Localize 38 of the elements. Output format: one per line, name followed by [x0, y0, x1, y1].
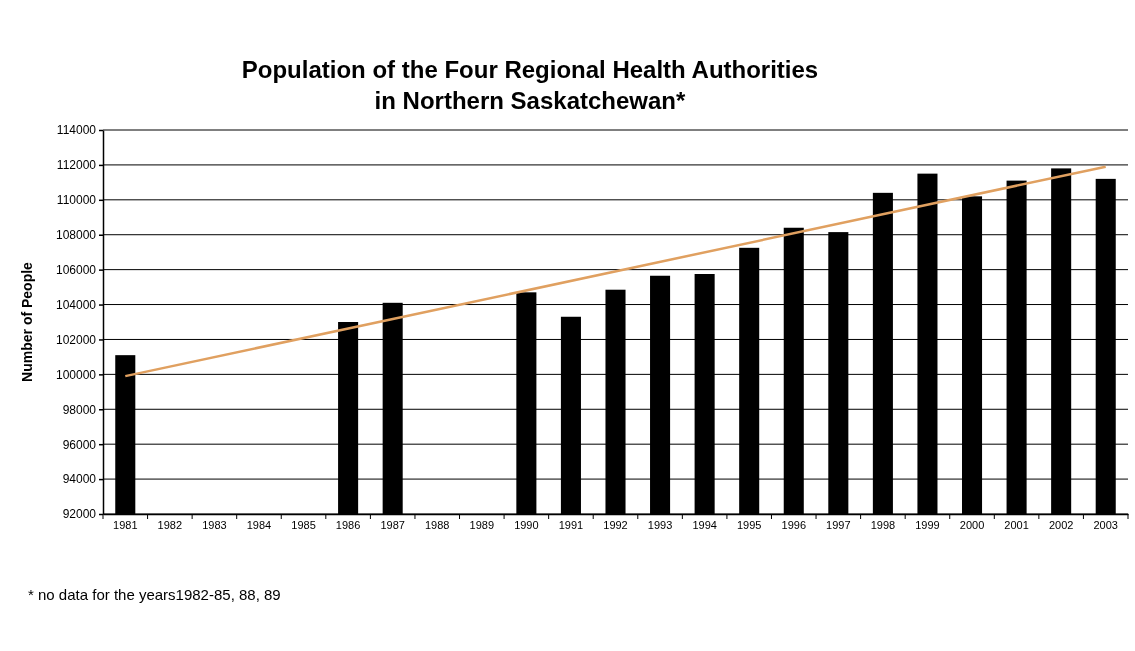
y-tick-label: 112000	[56, 158, 97, 173]
y-tick-label: 96000	[62, 437, 97, 452]
x-tick-label: 1996	[781, 519, 806, 532]
x-tick-label: 2001	[1004, 519, 1029, 532]
x-tick-label: 1988	[425, 519, 450, 532]
x-tick-label: 1987	[380, 519, 405, 532]
y-tick-label: 108000	[55, 228, 97, 243]
x-tick-label: 2003	[1093, 519, 1118, 532]
x-tick-label: 1992	[603, 519, 628, 532]
y-tick-label: 100000	[55, 367, 97, 382]
x-tick-label: 1991	[558, 519, 584, 532]
y-tick-label: 94000	[62, 472, 97, 487]
y-tick-label: 106000	[55, 262, 97, 277]
x-tick-label: 2002	[1048, 519, 1074, 532]
x-tick-label: 1986	[335, 519, 361, 532]
y-tick-label: 102000	[55, 332, 97, 347]
y-tick-label: 104000	[55, 297, 97, 312]
x-tick-label: 2000	[959, 519, 985, 532]
y-tick-label: 114000	[56, 123, 97, 138]
x-tick-label: 1984	[246, 519, 272, 532]
y-tick-label: 110000	[56, 193, 97, 208]
x-tick-label: 1981	[113, 519, 138, 532]
x-tick-label: 1999	[915, 519, 940, 532]
x-tick-label: 1998	[870, 519, 896, 532]
text: * no data for the years1982-85, 88, 89	[28, 586, 281, 603]
x-tick-label: 1982	[157, 519, 183, 532]
x-tick-label: 1985	[291, 519, 316, 532]
chart-title: Population of the Four Regional Health Authorities in Northern Saskatchewan*	[241, 56, 819, 115]
y-axis-title: Number of People	[19, 261, 35, 382]
x-tick-label: 1997	[826, 519, 851, 532]
y-tick-label: 92000	[62, 507, 97, 522]
x-tick-label: 1995	[736, 519, 762, 532]
x-tick-label: 1994	[692, 519, 717, 532]
y-tick-label: 98000	[62, 402, 97, 417]
x-tick-label: 1993	[647, 519, 673, 532]
x-tick-label: 1990	[514, 519, 539, 532]
x-tick-label: 1989	[469, 519, 495, 532]
x-tick-label: 1983	[202, 519, 227, 532]
